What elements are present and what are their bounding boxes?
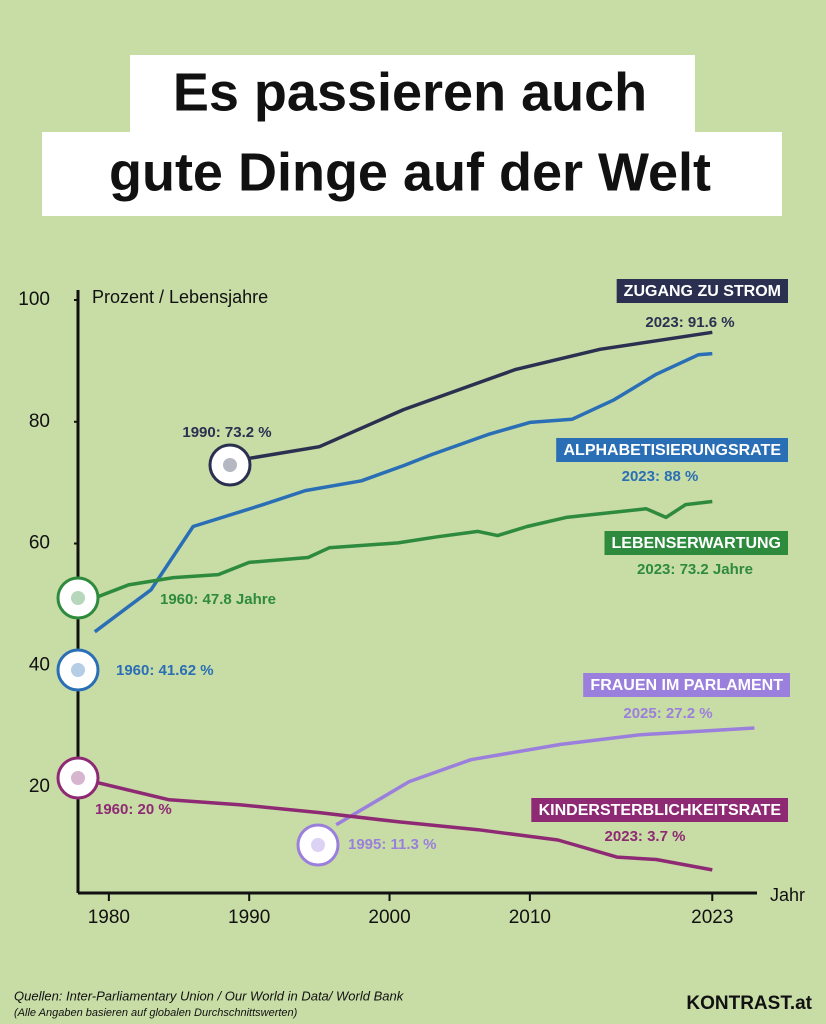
y-tick-label: 20 bbox=[29, 776, 50, 797]
x-axis-label: Jahr bbox=[770, 885, 805, 905]
icon-circle bbox=[296, 823, 340, 867]
icon-dot bbox=[223, 458, 237, 472]
icon-circle bbox=[56, 756, 100, 800]
brand: KONTRAST.at bbox=[686, 993, 812, 1014]
legend-label: KINDERSTERBLICHKEITSRATE bbox=[539, 802, 782, 819]
legend-box bbox=[616, 279, 788, 303]
legend-box bbox=[583, 673, 790, 697]
icon-circle bbox=[56, 576, 100, 620]
value-label: 2023: 88 % bbox=[622, 468, 699, 485]
value-label: 2023: 73.2 Jahre bbox=[637, 561, 753, 578]
y-tick-label: 80 bbox=[29, 411, 50, 432]
y-tick-label: 100 bbox=[18, 289, 50, 310]
icon-circle bbox=[56, 648, 100, 692]
value-label: 2025: 27.2 % bbox=[623, 705, 712, 722]
icon-dot bbox=[71, 663, 85, 677]
start-label: 1960: 47.8 Jahre bbox=[160, 591, 276, 608]
y-tick-label: 40 bbox=[29, 654, 50, 675]
x-tick-label: 2010 bbox=[509, 907, 551, 928]
title-box bbox=[130, 55, 695, 133]
start-label: 1995: 11.3 % bbox=[348, 836, 436, 853]
start-label: 1990: 73.2 % bbox=[182, 424, 271, 441]
legend-label: LEBENSERWARTUNG bbox=[612, 535, 782, 552]
legend-label: ZUGANG ZU STROM bbox=[624, 283, 781, 300]
legend-box bbox=[531, 798, 788, 822]
series-line bbox=[77, 776, 713, 872]
x-tick-label: 2023 bbox=[691, 907, 733, 928]
legend-label: FRAUEN IM PARLAMENT bbox=[590, 677, 783, 694]
title-box bbox=[42, 132, 782, 216]
title-line: Es passieren auch bbox=[173, 62, 647, 122]
x-tick-label: 1990 bbox=[228, 907, 270, 928]
y-axis-label: Prozent / Lebensjahre bbox=[92, 287, 268, 307]
start-label: 1960: 20 % bbox=[95, 801, 172, 818]
value-label: 2023: 3.7 % bbox=[605, 828, 686, 845]
x-tick-label: 1980 bbox=[88, 907, 130, 928]
y-tick-label: 60 bbox=[29, 533, 50, 554]
legend-box bbox=[556, 438, 788, 462]
icon-dot bbox=[311, 838, 325, 852]
icon-dot bbox=[71, 591, 85, 605]
series-line bbox=[77, 499, 713, 607]
icon-dot bbox=[71, 771, 85, 785]
start-label: 1960: 41.62 % bbox=[116, 662, 214, 679]
sources: Quellen: Inter-Parliamentary Union / Our… bbox=[14, 988, 405, 1003]
legend-box bbox=[604, 531, 788, 555]
icon-circle bbox=[208, 443, 252, 487]
series-line bbox=[234, 330, 713, 463]
series-line bbox=[335, 726, 755, 827]
legend-label: ALPHABETISIERUNGSRATE bbox=[564, 442, 782, 459]
title-line: gute Dinge auf der Welt bbox=[109, 142, 711, 202]
value-label: 2023: 91.6 % bbox=[645, 314, 734, 331]
x-tick-label: 2000 bbox=[368, 907, 410, 928]
series-line bbox=[93, 351, 713, 634]
note: (Alle Angaben basieren auf globalen Durc… bbox=[14, 1007, 298, 1019]
